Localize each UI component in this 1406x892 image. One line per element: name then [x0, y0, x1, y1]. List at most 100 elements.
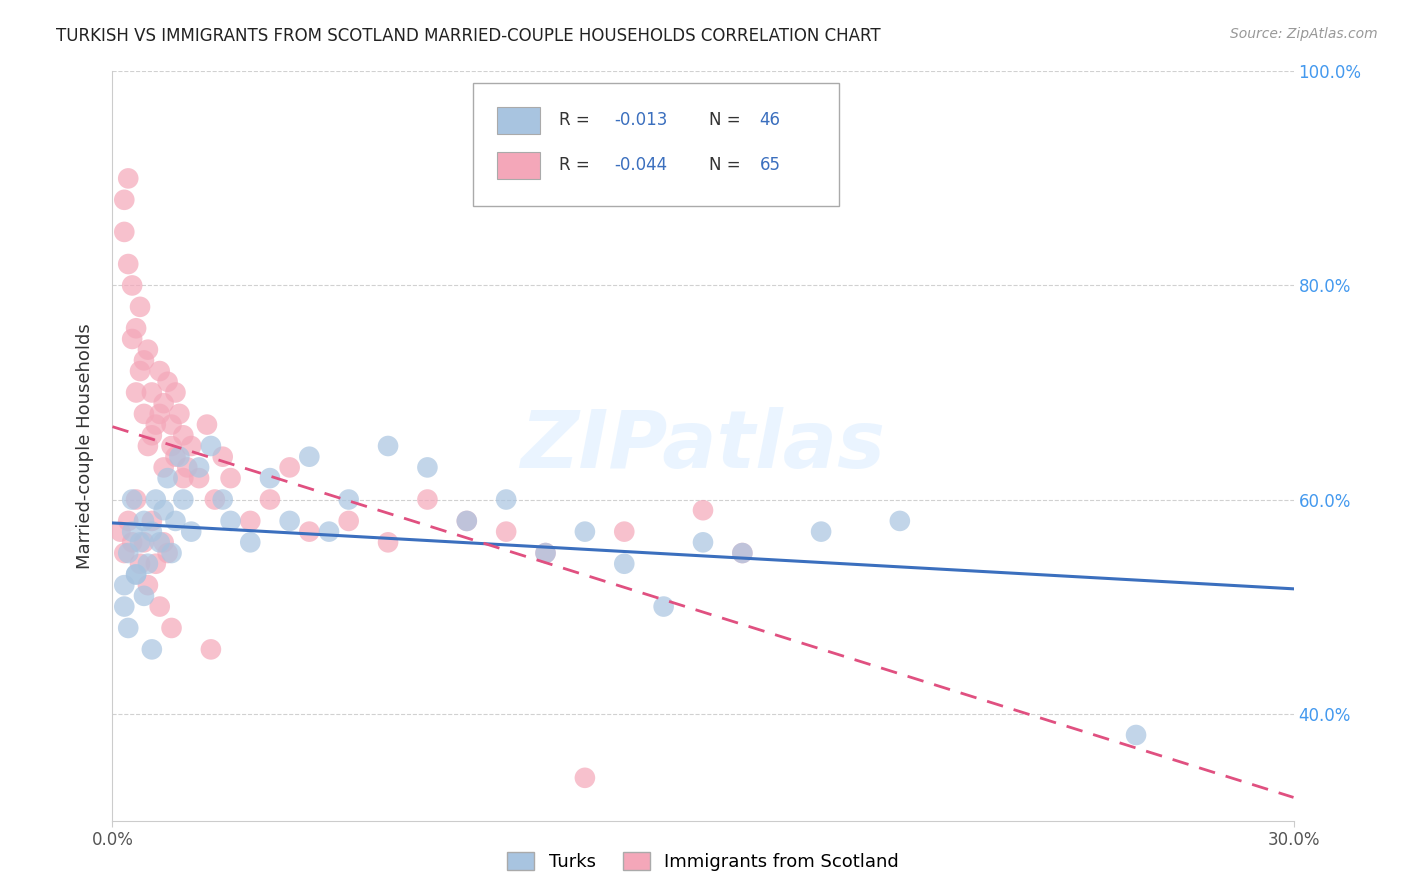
- Text: R =: R =: [560, 156, 595, 174]
- Point: [125, 567, 148, 582]
- Point: [152, 535, 174, 549]
- Point: [160, 546, 183, 560]
- Point: [125, 321, 148, 335]
- Point: [219, 514, 242, 528]
- Point: [160, 417, 183, 432]
- Point: [156, 375, 179, 389]
- Point: [731, 546, 754, 560]
- Point: [125, 567, 148, 582]
- Point: [125, 385, 148, 400]
- Point: [692, 503, 714, 517]
- Point: [377, 439, 399, 453]
- Point: [188, 460, 211, 475]
- Point: [112, 193, 135, 207]
- Text: -0.044: -0.044: [614, 156, 668, 174]
- Point: [141, 385, 163, 400]
- Point: [416, 492, 439, 507]
- Point: [149, 599, 172, 614]
- Point: [117, 514, 139, 528]
- Point: [117, 171, 139, 186]
- Point: [112, 225, 135, 239]
- Point: [211, 492, 233, 507]
- Point: [298, 524, 321, 539]
- Point: [456, 514, 478, 528]
- Point: [180, 439, 202, 453]
- Point: [160, 439, 183, 453]
- Point: [112, 599, 135, 614]
- Point: [112, 546, 135, 560]
- Text: -0.013: -0.013: [614, 112, 668, 129]
- Point: [156, 471, 179, 485]
- Point: [110, 524, 132, 539]
- Text: TURKISH VS IMMIGRANTS FROM SCOTLAND MARRIED-COUPLE HOUSEHOLDS CORRELATION CHART: TURKISH VS IMMIGRANTS FROM SCOTLAND MARR…: [56, 27, 882, 45]
- Point: [298, 450, 321, 464]
- Point: [149, 407, 172, 421]
- Point: [574, 771, 596, 785]
- Point: [172, 471, 194, 485]
- Point: [136, 439, 159, 453]
- Point: [495, 492, 517, 507]
- Point: [195, 417, 218, 432]
- Point: [889, 514, 911, 528]
- Point: [152, 503, 174, 517]
- Point: [200, 439, 222, 453]
- Point: [112, 578, 135, 592]
- Point: [121, 524, 143, 539]
- Point: [129, 535, 152, 549]
- Point: [219, 471, 242, 485]
- Point: [456, 514, 478, 528]
- Point: [613, 524, 636, 539]
- Point: [239, 535, 262, 549]
- Point: [172, 428, 194, 442]
- FancyBboxPatch shape: [498, 106, 540, 134]
- Point: [278, 460, 301, 475]
- Point: [132, 535, 155, 549]
- Point: [121, 332, 143, 346]
- Point: [1125, 728, 1147, 742]
- Text: N =: N =: [709, 112, 745, 129]
- Point: [534, 546, 557, 560]
- Point: [132, 407, 155, 421]
- Point: [318, 524, 340, 539]
- Point: [574, 524, 596, 539]
- Point: [165, 514, 187, 528]
- Point: [259, 492, 281, 507]
- Point: [160, 621, 183, 635]
- Point: [141, 642, 163, 657]
- Point: [117, 546, 139, 560]
- Point: [200, 642, 222, 657]
- Point: [132, 353, 155, 368]
- Point: [136, 578, 159, 592]
- Text: ZIPatlas: ZIPatlas: [520, 407, 886, 485]
- Point: [495, 524, 517, 539]
- Point: [278, 514, 301, 528]
- Text: R =: R =: [560, 112, 595, 129]
- Point: [145, 557, 167, 571]
- Y-axis label: Married-couple Households: Married-couple Households: [76, 323, 94, 569]
- FancyBboxPatch shape: [472, 83, 839, 206]
- Point: [416, 460, 439, 475]
- Point: [117, 257, 139, 271]
- Point: [129, 300, 152, 314]
- Point: [141, 514, 163, 528]
- Point: [337, 514, 360, 528]
- Point: [132, 514, 155, 528]
- Point: [121, 492, 143, 507]
- Point: [810, 524, 832, 539]
- Point: [176, 460, 198, 475]
- Point: [165, 450, 187, 464]
- Point: [149, 535, 172, 549]
- Point: [145, 492, 167, 507]
- Point: [239, 514, 262, 528]
- Text: 46: 46: [759, 112, 780, 129]
- Point: [172, 492, 194, 507]
- Point: [145, 417, 167, 432]
- Point: [204, 492, 226, 507]
- Point: [169, 450, 191, 464]
- Point: [377, 535, 399, 549]
- Point: [129, 364, 152, 378]
- Point: [152, 396, 174, 410]
- Point: [337, 492, 360, 507]
- Point: [731, 546, 754, 560]
- Point: [156, 546, 179, 560]
